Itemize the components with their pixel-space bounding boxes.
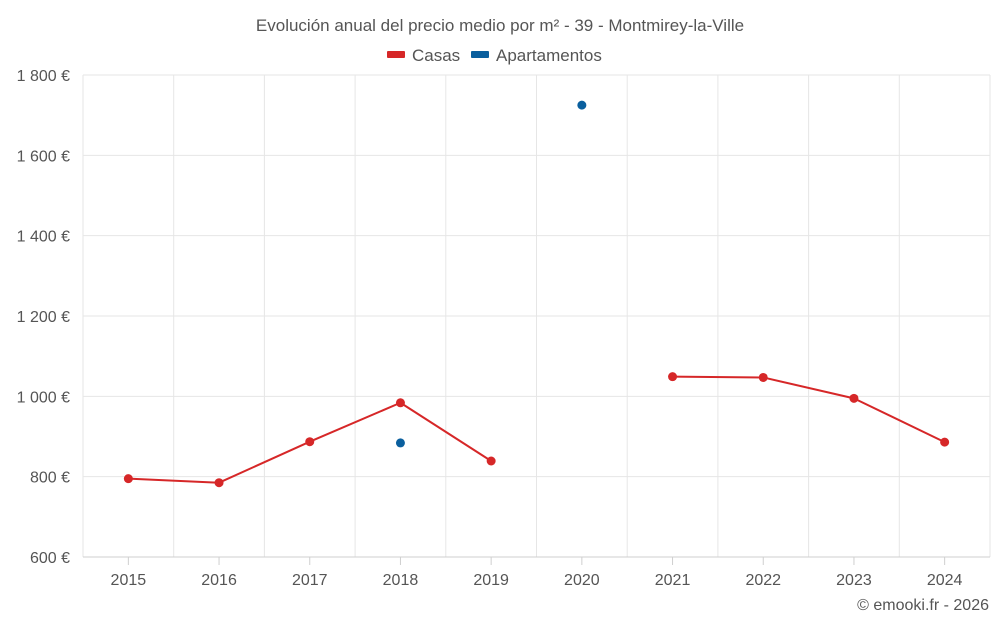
legend: Casas Apartamentos bbox=[387, 46, 602, 65]
x-tick-label: 2022 bbox=[745, 572, 781, 589]
data-point-casas-2017 bbox=[305, 437, 315, 447]
x-tick-label: 2019 bbox=[473, 572, 509, 589]
legend-item-casas[interactable]: Casas bbox=[387, 46, 460, 65]
y-tick-label: 1 400 € bbox=[17, 229, 70, 246]
legend-label-apartamentos: Apartamentos bbox=[496, 46, 602, 65]
x-tick-label: 2021 bbox=[655, 572, 691, 589]
x-tick-label: 2020 bbox=[564, 572, 600, 589]
x-tick-label: 2015 bbox=[111, 572, 147, 589]
series-casas bbox=[123, 372, 950, 488]
data-point-casas-2021 bbox=[668, 372, 678, 382]
data-point-casas-2022 bbox=[758, 372, 768, 382]
data-point-apartamentos-2018 bbox=[395, 438, 405, 448]
credit: © emooki.fr - 2026 bbox=[857, 597, 989, 614]
data-point-casas-2015 bbox=[123, 474, 133, 484]
grid bbox=[82, 74, 991, 557]
y-tick-label: 1 000 € bbox=[17, 389, 70, 406]
y-tick-label: 1 600 € bbox=[17, 148, 70, 165]
series-line-casas bbox=[672, 375, 946, 444]
series bbox=[123, 100, 950, 488]
data-point-apartamentos-2020 bbox=[577, 100, 587, 110]
x-tick-label: 2018 bbox=[383, 572, 419, 589]
x-tick-label: 2024 bbox=[927, 572, 963, 589]
series-apartamentos bbox=[395, 100, 587, 448]
x-tick-label: 2017 bbox=[292, 572, 328, 589]
x-tick-label: 2016 bbox=[201, 572, 237, 589]
legend-item-apartamentos[interactable]: Apartamentos bbox=[471, 46, 602, 65]
y-tick-label: 1 200 € bbox=[17, 309, 70, 326]
y-tick-label: 600 € bbox=[30, 550, 70, 567]
y-tick-label: 1 800 € bbox=[17, 68, 70, 85]
data-point-casas-2019 bbox=[486, 456, 496, 466]
axes: 600 € 800 € 1 000 € 1 200 € 1 400 € 1 600 € 1 … bbox=[17, 68, 990, 589]
y-tick-label: 800 € bbox=[30, 470, 70, 487]
chart-title: Evolución anual del precio medio por m² … bbox=[256, 16, 744, 35]
data-point-casas-2024 bbox=[940, 437, 950, 447]
legend-label-casas: Casas bbox=[412, 46, 460, 65]
data-point-casas-2023 bbox=[849, 393, 859, 403]
legend-swatch-apartamentos bbox=[471, 51, 489, 58]
data-point-casas-2018 bbox=[395, 398, 405, 408]
data-point-casas-2016 bbox=[214, 478, 224, 488]
legend-swatch-casas bbox=[387, 51, 405, 58]
x-tick-label: 2023 bbox=[836, 572, 872, 589]
